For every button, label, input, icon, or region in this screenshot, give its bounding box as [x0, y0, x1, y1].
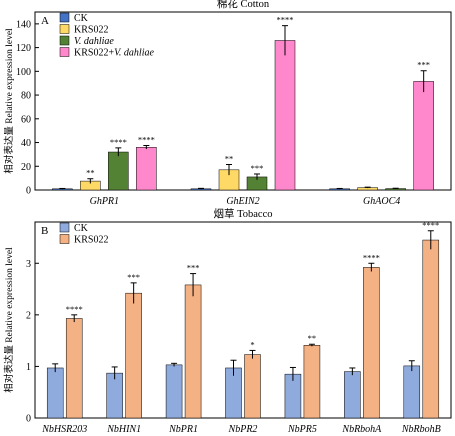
bar: [65, 318, 83, 419]
category-label: NbPR2: [228, 424, 258, 435]
legend-swatch: [59, 24, 70, 34]
bar: [344, 371, 361, 419]
bar: [125, 292, 142, 419]
category-label: GhAOC4: [363, 196, 400, 207]
significance-label: ****: [110, 137, 127, 147]
significance-label: *: [250, 339, 254, 349]
legend-label: V. dahliae: [74, 36, 114, 47]
bar: [403, 365, 421, 419]
bar: [422, 239, 440, 419]
y-tick-label: 20: [21, 162, 31, 173]
bar: [184, 284, 202, 419]
category-label: GhPR1: [90, 196, 119, 207]
bar: [303, 345, 321, 419]
category-label: NbHSR203: [41, 424, 87, 435]
category-label: NbPR5: [287, 424, 317, 435]
panel-letter: B: [41, 225, 48, 237]
bar: [108, 151, 129, 191]
bar: [244, 354, 261, 419]
bar: [363, 267, 380, 419]
bar: [165, 364, 183, 419]
category-label: NbPR1: [168, 424, 198, 435]
legend-label: CK: [74, 223, 89, 234]
panel-title: 烟草 Tobacco: [213, 207, 272, 220]
panel-letter: A: [41, 15, 49, 27]
panel-tobacco: 0 1 2 3 相对表达量 Relative expression level B 烟草 T…: [3, 207, 452, 435]
y-tick-label: 80: [21, 91, 31, 102]
significance-label: ****: [363, 252, 380, 262]
category-label: GhEIN2: [226, 196, 259, 207]
significance-label: ****: [422, 220, 439, 230]
bar: [136, 147, 157, 191]
bar: [106, 372, 123, 419]
category-label: NbHIN1: [106, 424, 141, 435]
significance-label: ***: [417, 60, 430, 70]
category-label: NbRbohB: [401, 424, 441, 435]
significance-label: ****: [138, 135, 155, 145]
significance-label: **: [308, 333, 317, 343]
legend-label: KRS022: [74, 25, 108, 36]
legend-swatch: [59, 35, 70, 46]
y-tick-label: 2: [26, 310, 31, 321]
legend-swatch: [59, 234, 70, 244]
y-axis-label: 相对表达量 Relative expression level: [3, 28, 15, 174]
y-tick-label: 140: [16, 19, 31, 30]
significance-label: ***: [127, 272, 140, 282]
plot-frame: [34, 221, 452, 419]
legend-label: KRS022: [74, 235, 108, 246]
y-tick-label: 100: [16, 67, 31, 78]
y-tick-label: 0: [26, 186, 31, 197]
significance-label: ****: [277, 15, 294, 25]
legend-label: KRS022+V. dahliae: [74, 48, 154, 59]
legend-swatch: [59, 222, 70, 233]
y-tick-label: 40: [21, 138, 31, 149]
y-tick-label: 3: [26, 259, 31, 270]
y-tick-label: 0: [26, 414, 31, 425]
y-tick-label: 120: [16, 43, 31, 54]
significance-label: **: [86, 168, 95, 178]
bar: [274, 40, 296, 191]
y-axis-label: 相对表达量 Relative expression level: [3, 247, 15, 393]
significance-label: **: [225, 153, 234, 163]
plot-frame: [34, 11, 452, 191]
legend-swatch: [59, 12, 70, 23]
legend-swatch: [59, 47, 70, 57]
y-tick-label: 60: [21, 114, 31, 125]
legend-label: CK: [74, 13, 89, 24]
y-tick-label: 1: [26, 362, 31, 373]
significance-label: ***: [251, 163, 264, 173]
category-label: NbRbohA: [341, 424, 382, 435]
bar: [413, 81, 434, 191]
bar: [46, 367, 64, 419]
panel-title: 棉花 Cotton: [217, 0, 270, 10]
significance-label: ****: [66, 304, 83, 314]
significance-label: ***: [187, 263, 200, 273]
